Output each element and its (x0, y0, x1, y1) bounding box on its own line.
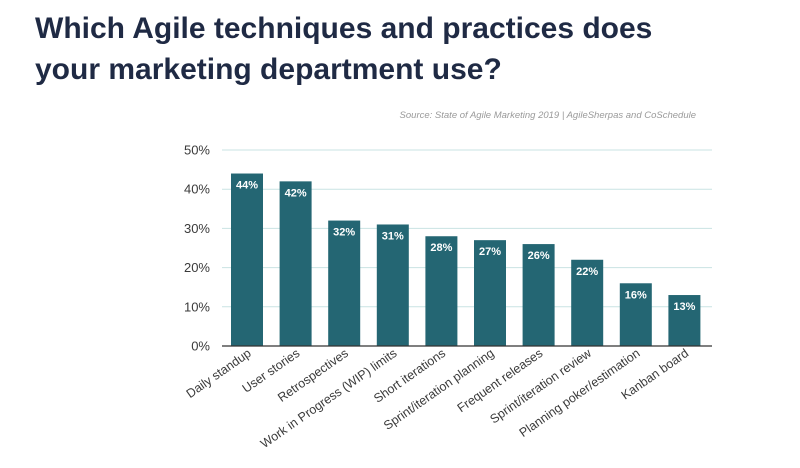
y-tick-label: 0% (191, 339, 210, 354)
y-tick-label: 50% (184, 143, 210, 158)
y-axis-tick-labels: 0% 10% 20% 30% 40% 50% (184, 143, 210, 354)
bar-value-label: 28% (430, 242, 452, 254)
bar (279, 181, 312, 346)
y-tick-label: 20% (184, 260, 210, 275)
chart-source-note: Source: State of Agile Marketing 2019 | … (399, 110, 696, 121)
bar (571, 259, 604, 346)
bar (668, 295, 701, 346)
bar-value-labels: 44% 42% 32% 31% 28% 27% 26% 22% 16% 13% (236, 180, 696, 314)
bar (231, 173, 263, 346)
bar-value-label: 26% (528, 250, 550, 262)
y-tick-label: 40% (184, 182, 210, 197)
bar-value-label: 22% (576, 266, 598, 278)
bar (474, 240, 506, 346)
bar-value-label: 16% (625, 289, 647, 301)
y-tick-label: 30% (184, 221, 210, 236)
y-tick-label: 10% (184, 299, 210, 314)
bar (425, 236, 458, 346)
bar (522, 244, 555, 346)
chart-title-line-2: your marketing department use? (35, 53, 502, 86)
bars (231, 173, 701, 346)
bar (376, 224, 409, 346)
bar-value-label: 42% (285, 187, 307, 199)
bar-value-label: 32% (333, 227, 355, 239)
x-category-label: Frequent releases (455, 346, 546, 415)
chart-title-line-1: Which Agile techniques and practices doe… (35, 12, 653, 45)
bar-value-label: 27% (479, 246, 501, 258)
bar (619, 283, 652, 346)
bar (328, 220, 361, 346)
bar-value-label: 44% (236, 180, 258, 192)
bar-value-label: 31% (382, 230, 404, 242)
x-category-label: Daily standup (184, 346, 254, 401)
bar-value-label: 13% (673, 301, 695, 313)
chart-title: Which Agile techniques and practices doe… (35, 8, 735, 90)
